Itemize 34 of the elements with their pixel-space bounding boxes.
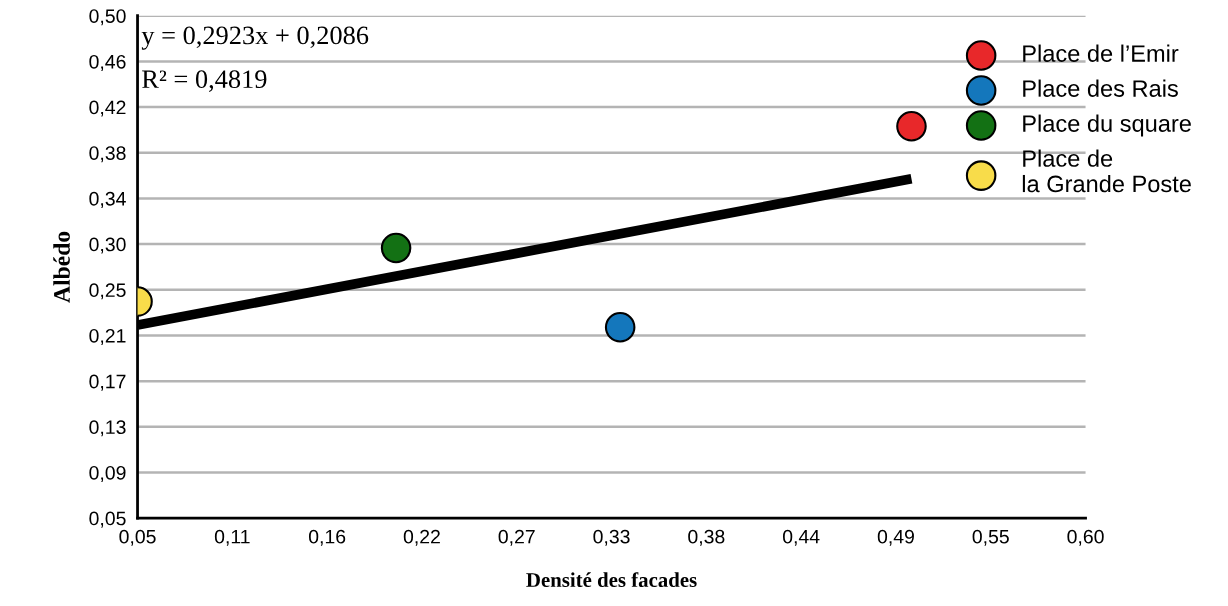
point <box>896 111 927 142</box>
legend-label: Place des Rais <box>1023 79 1178 97</box>
y-tick-label: 0,21 <box>89 328 126 346</box>
x-tick-label: 0,38 <box>688 529 725 546</box>
x-tick-label: 0,49 <box>877 529 914 546</box>
y-tick-label: 0,50 <box>89 9 126 26</box>
y-tick-label: 0,13 <box>89 420 126 437</box>
x-tick-label: 0,27 <box>498 529 535 546</box>
y-tick-label: 0,34 <box>89 191 126 208</box>
legend-label: Place du square <box>1023 114 1191 137</box>
y-tick-label: 0,46 <box>89 54 126 71</box>
y-tick-label: 0,17 <box>89 374 126 391</box>
y-tick-label: 0,25 <box>89 283 126 300</box>
annotation: R² = 0,4819 <box>142 70 267 92</box>
x-tick-label: 0,33 <box>593 529 630 546</box>
y-axis-title: Albédo <box>53 231 70 303</box>
x-tick-label: 0,05 <box>119 529 156 546</box>
legend-label: Place de la Grande Poste <box>1022 149 1191 193</box>
y-tick-label: 0,09 <box>89 465 126 482</box>
x-tick-label: 0,44 <box>782 529 820 546</box>
x-tick-label: 0,11 <box>214 529 250 546</box>
point <box>604 311 636 343</box>
y-tick-label: 0,05 <box>89 511 126 528</box>
x-axis-title: Densité des facades <box>526 572 697 588</box>
x-tick-label: 0,60 <box>1067 529 1104 546</box>
annotation: y = 0,2923x + 0,2086 <box>141 26 369 50</box>
y-tick-label: 0,42 <box>89 100 126 117</box>
x-tick-label: 0,55 <box>972 529 1009 546</box>
x-tick-label: 0,22 <box>403 529 440 546</box>
y-tick-label: 0,30 <box>89 237 126 254</box>
legend-label: Place de l’Emir <box>1023 44 1179 62</box>
x-tick-label: 0,16 <box>308 529 346 546</box>
y-tick-label: 0,38 <box>89 146 126 163</box>
point <box>380 232 412 264</box>
